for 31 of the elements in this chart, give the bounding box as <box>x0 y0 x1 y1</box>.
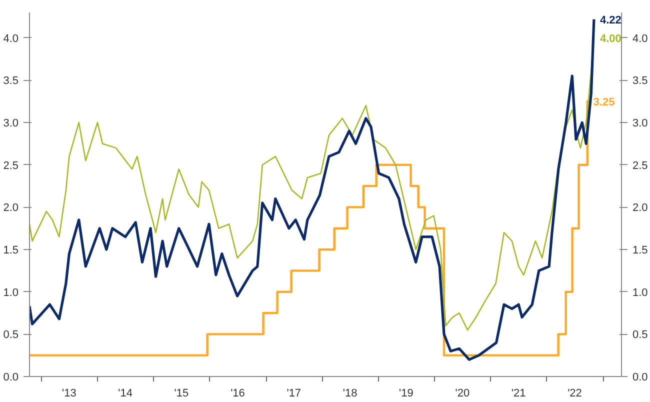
x-tick-label: '19 <box>399 388 414 400</box>
y-tick-label: 1.0 <box>3 286 19 299</box>
x-tick-label: '18 <box>342 388 358 400</box>
y2-tick-label: 0.5 <box>632 329 648 342</box>
y-tick-label: 1.5 <box>3 244 19 257</box>
y2-tick-label: 4.0 <box>632 32 648 45</box>
x-tick-label: '13 <box>62 388 76 400</box>
y-tick-label: 4.0 <box>3 32 19 45</box>
x-tick-label: '20 <box>455 388 470 400</box>
y2-tick-label: 3.5 <box>632 75 648 88</box>
annotation: 3.25 <box>593 96 615 108</box>
x-tick-label: '17 <box>286 388 302 400</box>
annotation: 4.22 <box>600 14 622 26</box>
y-tick-label: 3.5 <box>3 75 19 88</box>
y-tick-label: 2.0 <box>3 202 19 214</box>
x-tick-label: '16 <box>230 388 245 400</box>
y-tick-label: 3.0 <box>3 118 19 130</box>
x-tick-label: '15 <box>174 388 189 400</box>
x-tick-label: '14 <box>118 388 132 400</box>
y2-tick-label: 2.5 <box>632 160 648 172</box>
y2-tick-label: 1.0 <box>632 286 648 299</box>
y-tick-label: 0.0 <box>3 372 19 384</box>
annotation: 4.00 <box>600 32 622 45</box>
y-tick-label: 0.5 <box>3 329 19 342</box>
y2-tick-label: 0.0 <box>632 372 648 384</box>
x-tick-label: '22 <box>568 388 582 400</box>
y-tick-label: 2.5 <box>3 160 19 172</box>
y2-tick-label: 2.0 <box>632 202 648 214</box>
y2-tick-label: 1.5 <box>632 244 648 257</box>
x-tick-label: '21 <box>511 388 526 400</box>
y2-tick-label: 3.0 <box>632 118 648 130</box>
